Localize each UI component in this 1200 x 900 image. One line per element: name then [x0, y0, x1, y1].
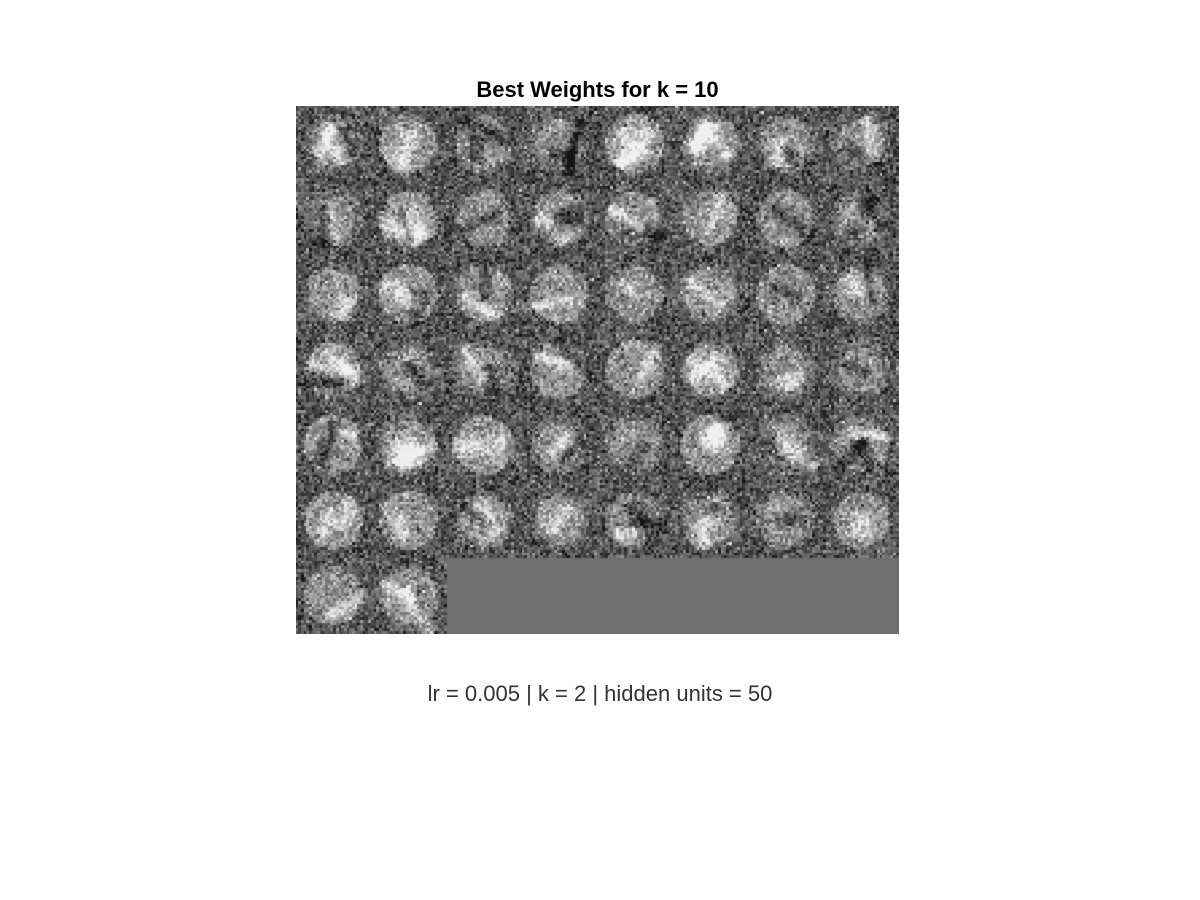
figure-title: Best Weights for k = 10: [476, 77, 719, 102]
weights-grid-image: [296, 106, 899, 634]
figure-caption: lr = 0.005 | k = 2 | hidden units = 50: [427, 681, 773, 706]
weights-canvas: [296, 106, 899, 634]
